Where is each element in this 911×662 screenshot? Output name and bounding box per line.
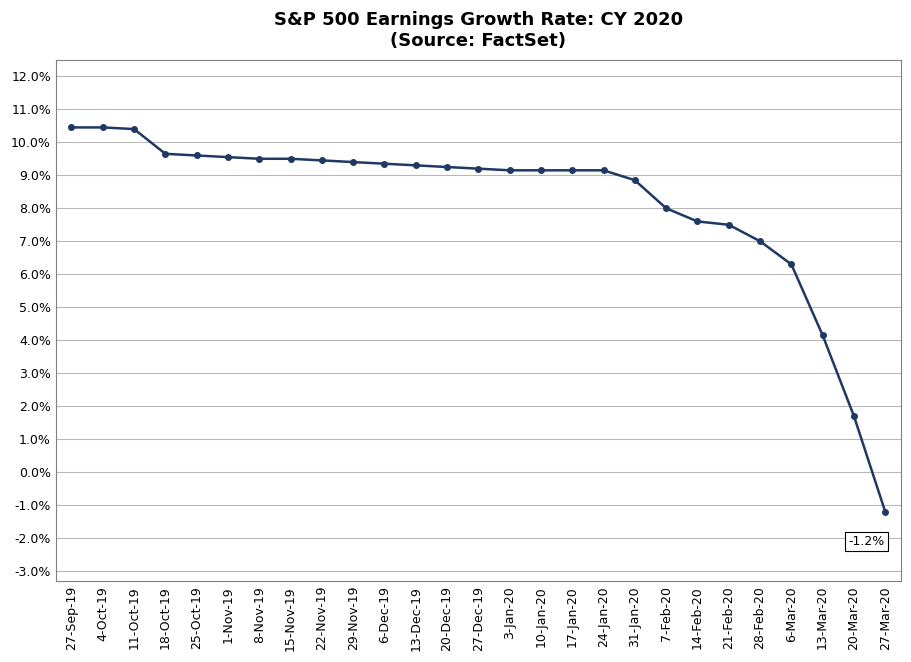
Title: S&P 500 Earnings Growth Rate: CY 2020
(Source: FactSet): S&P 500 Earnings Growth Rate: CY 2020 (S…: [273, 11, 682, 50]
Text: -1.2%: -1.2%: [847, 535, 884, 548]
